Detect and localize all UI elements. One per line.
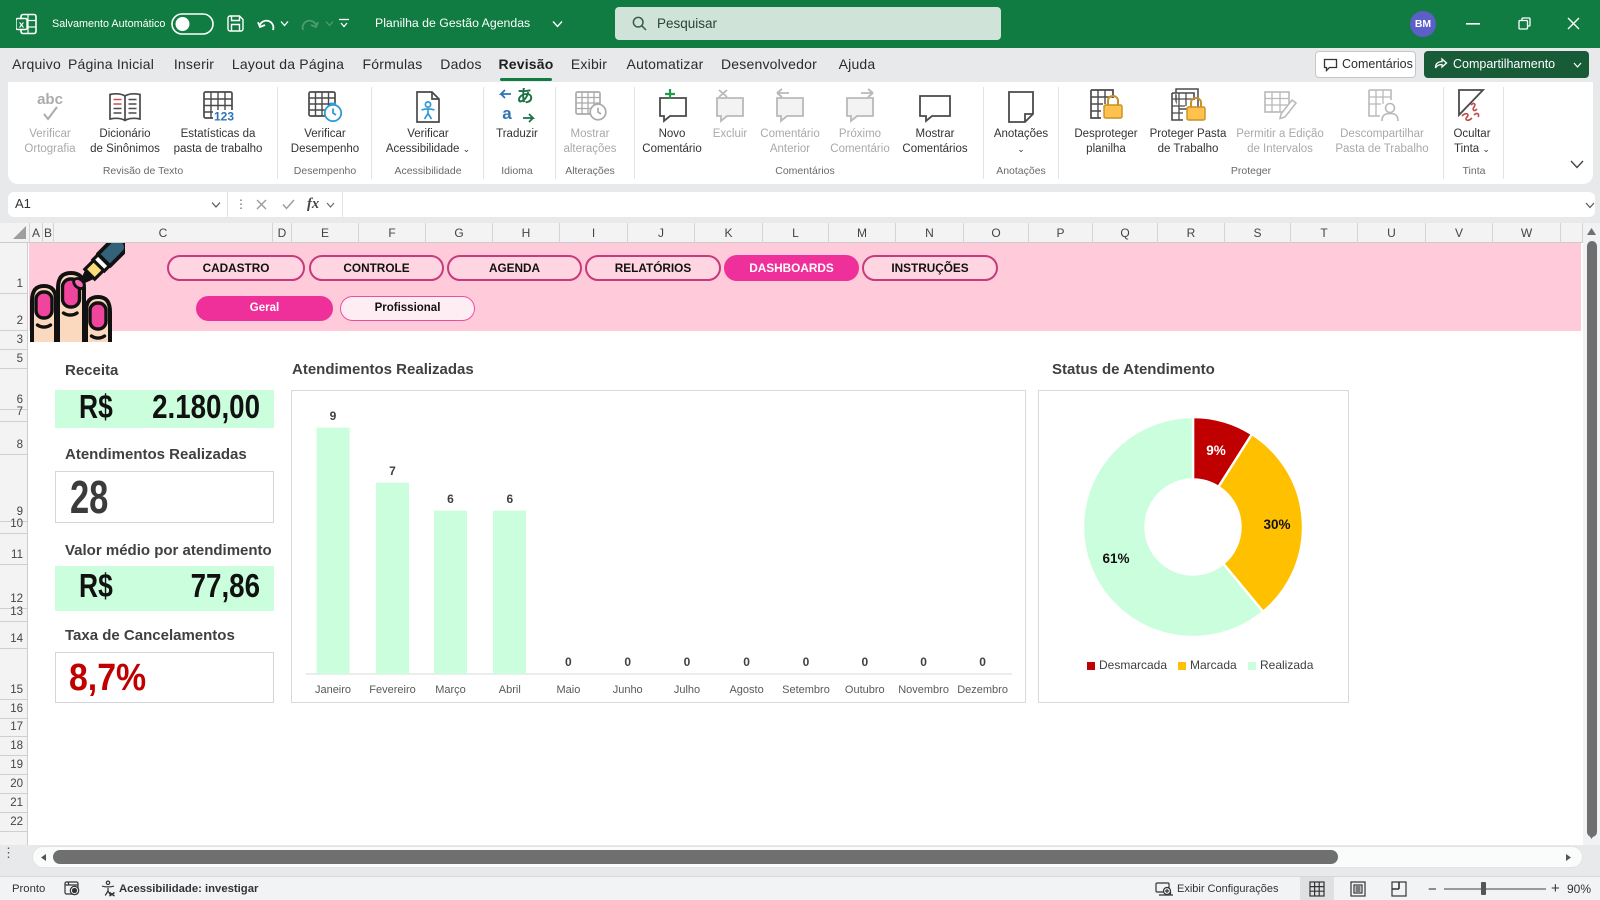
svg-text:Junho: Junho	[613, 684, 643, 696]
svg-text:0: 0	[743, 655, 750, 669]
svg-text:Novembro: Novembro	[898, 684, 949, 696]
svg-text:x: x	[19, 20, 25, 31]
svg-text:6: 6	[506, 492, 513, 506]
svg-text:Agosto: Agosto	[729, 684, 763, 696]
svg-text:Abril: Abril	[499, 684, 521, 696]
svg-text:Fevereiro: Fevereiro	[369, 684, 415, 696]
svg-text:0: 0	[979, 655, 986, 669]
svg-text:0: 0	[920, 655, 927, 669]
svg-text:6: 6	[447, 492, 454, 506]
svg-text:Maio: Maio	[556, 684, 580, 696]
svg-text:0: 0	[684, 655, 691, 669]
svg-text:Outubro: Outubro	[845, 684, 885, 696]
svg-text:9%: 9%	[1206, 443, 1226, 458]
svg-text:0: 0	[624, 655, 631, 669]
svg-text:7: 7	[389, 464, 396, 478]
svg-text:Janeiro: Janeiro	[315, 684, 351, 696]
svg-text:30%: 30%	[1263, 517, 1290, 532]
svg-text:123: 123	[214, 110, 234, 124]
svg-text:0: 0	[565, 655, 572, 669]
svg-text:Julho: Julho	[674, 684, 700, 696]
svg-text:Setembro: Setembro	[782, 684, 830, 696]
svg-text:Março: Março	[435, 684, 466, 696]
svg-text:Dezembro: Dezembro	[957, 684, 1008, 696]
svg-text:61%: 61%	[1102, 551, 1129, 566]
svg-text:0: 0	[861, 655, 868, 669]
svg-text:abc: abc	[37, 91, 63, 108]
svg-text:あ: あ	[517, 88, 534, 106]
svg-text:a: a	[502, 104, 512, 123]
svg-text:0: 0	[803, 655, 810, 669]
svg-text:9: 9	[330, 409, 337, 423]
